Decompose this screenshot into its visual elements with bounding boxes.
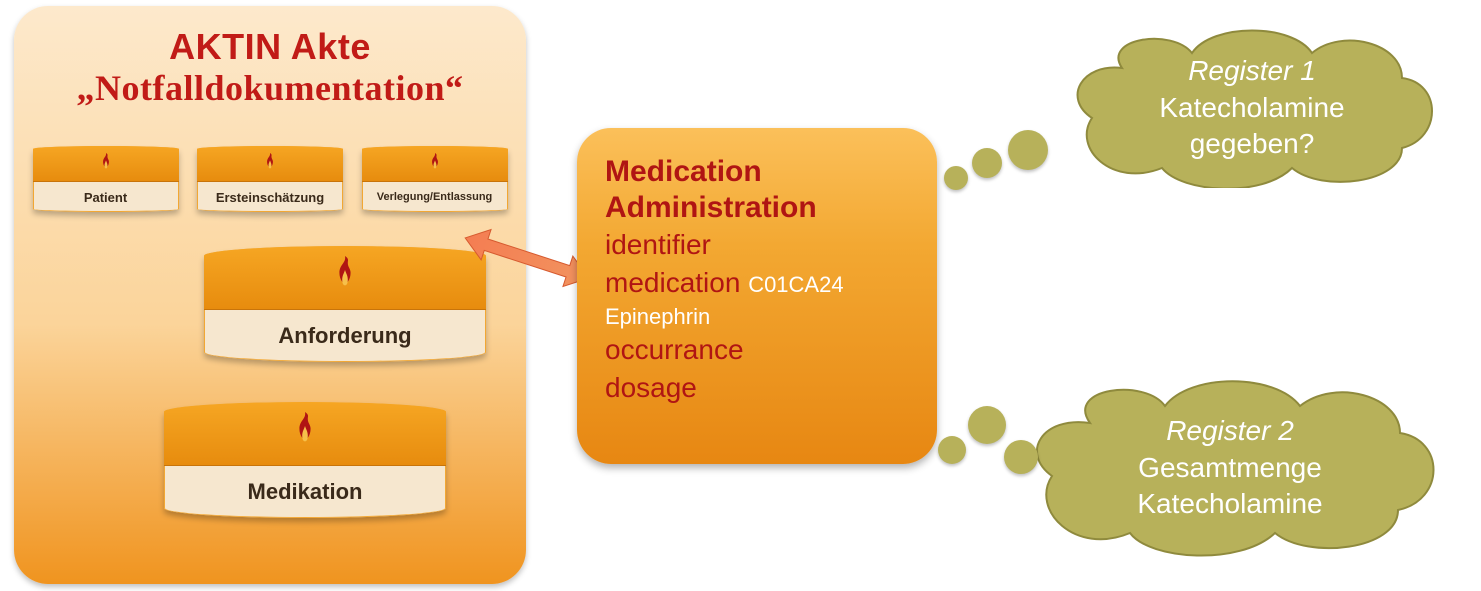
cloud1-text2: gegeben? [1190,126,1315,162]
card-head2: Administration [605,190,909,226]
card-head1: Medication [605,154,909,190]
module-icon-area [197,146,343,182]
cloud2-text2: Katecholamine [1137,486,1322,522]
card-medication-line: medication C01CA24 [605,264,909,302]
card-dosage: dosage [605,369,909,407]
card-identifier: identifier [605,226,909,264]
cloud2-text1: Gesamtmenge [1138,450,1322,486]
flame-icon [328,256,362,298]
cloud2-register: Register 2 [1166,413,1294,449]
module-label: Ersteinschätzung [197,182,343,212]
flame-icon [426,153,444,175]
cloud-register1: Register 1 Katecholamine gegeben? [1062,28,1442,188]
module-row-top: Patient Ersteinschätzung Verlegung/Entla… [14,146,526,212]
module-patient: Patient [33,146,179,212]
card-drug: Epinephrin [605,302,909,332]
medication-card: Medication Administration identifier med… [577,128,937,464]
module-label: Verlegung/Entlassung [362,182,508,212]
cloud1-text1: Katecholamine [1159,90,1344,126]
cloud-register2: Register 2 Gesamtmenge Katecholamine [1020,378,1440,558]
module-label: Medikation [164,466,446,518]
card-code: C01CA24 [748,272,843,297]
cloud1-register: Register 1 [1188,53,1316,89]
flame-icon [261,153,279,175]
module-anforderung: Anforderung [204,246,486,362]
thought-dot [1004,440,1038,474]
module-label: Patient [33,182,179,212]
module-icon-area [362,146,508,182]
akte-panel: AKTIN Akte „Notfalldokumentation“ Patien… [14,6,526,584]
module-icon-area [33,146,179,182]
thought-dot [968,406,1006,444]
thought-dot [944,166,968,190]
title-line2: „Notfalldokumentation“ [76,68,463,108]
thought-dot [1008,130,1048,170]
module-verlegung: Verlegung/Entlassung [362,146,508,212]
module-label: Anforderung [204,310,486,362]
module-ersteinschaetzung: Ersteinschätzung [197,146,343,212]
flame-icon [97,153,115,175]
module-icon-area [204,246,486,310]
card-occurrence: occurrance [605,331,909,369]
thought-dot [972,148,1002,178]
card-medication-label: medication [605,267,740,298]
thought-dot [938,436,966,464]
module-medikation: Medikation [164,402,446,518]
panel-title: AKTIN Akte „Notfalldokumentation“ [14,26,526,110]
module-icon-area [164,402,446,466]
title-line1: AKTIN Akte [169,26,371,67]
flame-icon [288,412,322,454]
